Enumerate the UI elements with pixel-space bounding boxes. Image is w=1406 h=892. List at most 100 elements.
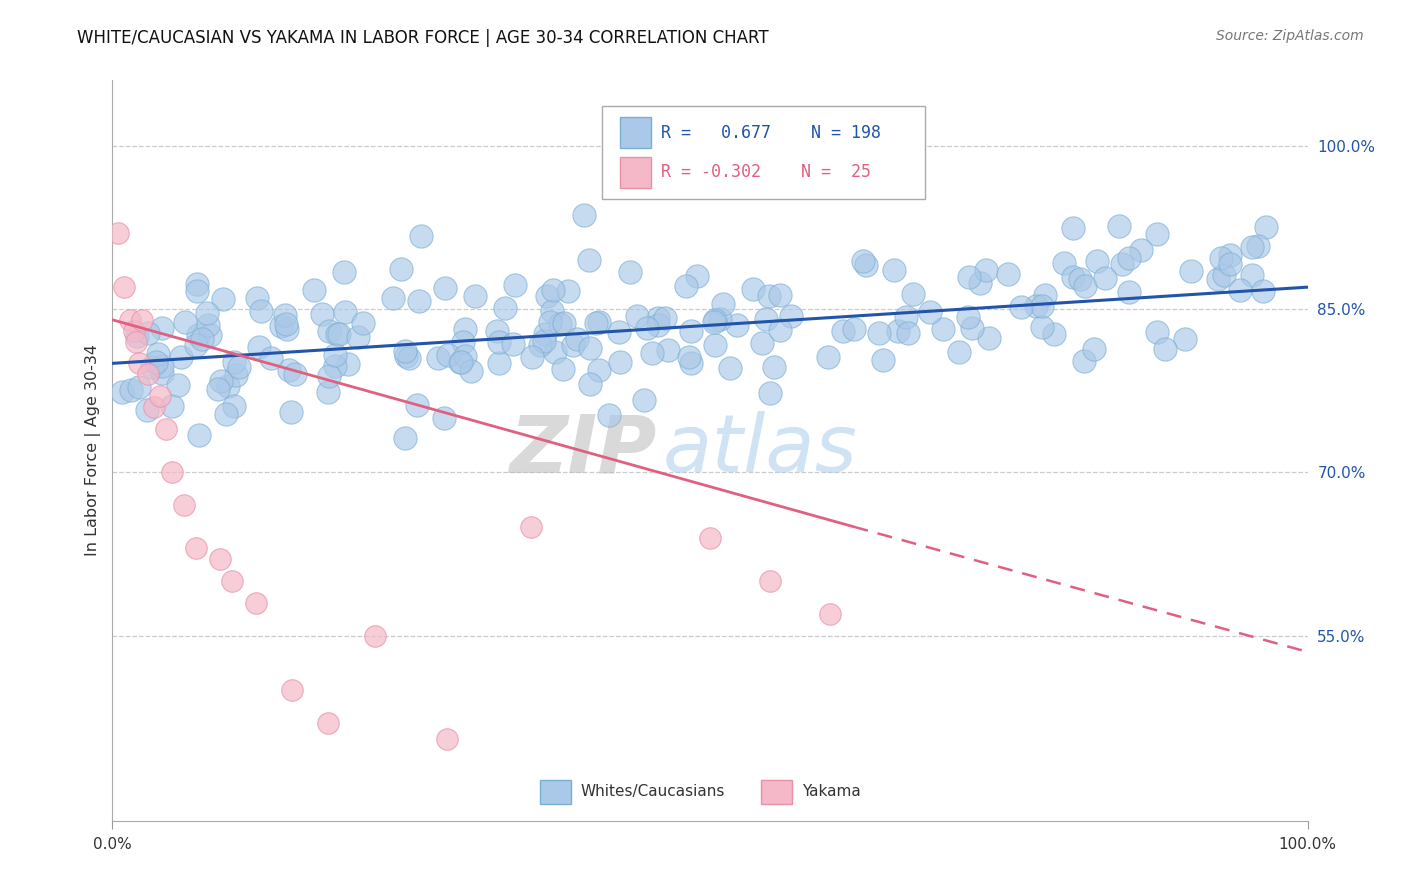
Point bbox=[209, 552, 232, 566]
Point bbox=[276, 317, 298, 331]
Point bbox=[948, 345, 970, 359]
Point bbox=[394, 343, 416, 358]
Point bbox=[333, 265, 356, 279]
Point bbox=[585, 316, 607, 330]
FancyBboxPatch shape bbox=[620, 118, 651, 148]
Point bbox=[316, 385, 339, 400]
Point bbox=[217, 379, 239, 393]
Point bbox=[1087, 254, 1109, 268]
Point bbox=[588, 315, 610, 329]
Point bbox=[565, 332, 588, 346]
Point bbox=[703, 316, 725, 330]
Point bbox=[598, 408, 620, 422]
Point bbox=[817, 350, 839, 364]
Text: R = -0.302    N =  25: R = -0.302 N = 25 bbox=[661, 163, 872, 181]
Point bbox=[1073, 354, 1095, 368]
Point bbox=[709, 311, 731, 326]
Point bbox=[450, 355, 472, 369]
Point bbox=[186, 277, 208, 292]
Point bbox=[280, 405, 302, 419]
Point bbox=[654, 310, 676, 325]
Point bbox=[276, 322, 298, 336]
Point bbox=[901, 287, 924, 301]
Point bbox=[488, 334, 510, 349]
Point bbox=[143, 400, 166, 414]
Point bbox=[932, 322, 955, 336]
Point bbox=[145, 354, 167, 368]
Point bbox=[224, 354, 246, 368]
Point bbox=[125, 334, 148, 349]
Point bbox=[685, 269, 707, 284]
Point bbox=[897, 326, 920, 341]
Text: atlas: atlas bbox=[662, 411, 858, 490]
Point bbox=[122, 324, 145, 338]
Point bbox=[150, 366, 173, 380]
Point bbox=[128, 356, 150, 370]
Point bbox=[1083, 342, 1105, 356]
Point bbox=[460, 364, 482, 378]
Point bbox=[1219, 247, 1241, 261]
Point bbox=[541, 284, 564, 298]
Point bbox=[1212, 268, 1234, 282]
Point bbox=[494, 301, 516, 315]
Point bbox=[1118, 285, 1140, 300]
Text: R =   0.677    N = 198: R = 0.677 N = 198 bbox=[661, 124, 882, 142]
Point bbox=[553, 316, 575, 330]
Point bbox=[969, 276, 991, 290]
Point bbox=[162, 465, 183, 479]
Point bbox=[647, 318, 669, 332]
Point bbox=[886, 325, 908, 339]
Point bbox=[1211, 251, 1233, 265]
Point bbox=[1154, 343, 1177, 357]
Point bbox=[520, 351, 543, 365]
Point bbox=[844, 322, 866, 336]
Point bbox=[389, 261, 412, 276]
Point bbox=[574, 209, 596, 223]
Point bbox=[433, 281, 456, 295]
Point bbox=[636, 321, 658, 335]
Point bbox=[453, 334, 475, 349]
Point bbox=[579, 341, 602, 355]
Point bbox=[198, 327, 221, 342]
Point bbox=[699, 531, 721, 545]
Point bbox=[326, 327, 349, 342]
Point bbox=[678, 350, 700, 364]
Point bbox=[311, 307, 333, 321]
Point bbox=[758, 288, 780, 302]
Point bbox=[1146, 227, 1168, 241]
Point bbox=[247, 340, 270, 354]
Point bbox=[759, 386, 782, 401]
Y-axis label: In Labor Force | Age 30-34: In Labor Force | Age 30-34 bbox=[86, 344, 101, 557]
Point bbox=[246, 291, 269, 305]
Point bbox=[633, 392, 655, 407]
Point bbox=[277, 363, 299, 377]
Point bbox=[1052, 255, 1074, 269]
Point bbox=[222, 399, 245, 413]
Point bbox=[533, 334, 555, 348]
Text: Whites/Caucasians: Whites/Caucasians bbox=[581, 784, 725, 799]
Point bbox=[433, 410, 456, 425]
Point bbox=[125, 329, 148, 343]
Point bbox=[454, 322, 477, 336]
Point bbox=[173, 498, 195, 512]
Point bbox=[197, 318, 219, 332]
Point bbox=[405, 398, 427, 412]
Point bbox=[502, 337, 524, 351]
Point bbox=[225, 368, 247, 382]
Point bbox=[754, 311, 776, 326]
Point bbox=[780, 310, 803, 324]
Point bbox=[195, 306, 218, 320]
Point bbox=[609, 355, 631, 369]
Point bbox=[318, 369, 340, 384]
Point bbox=[997, 267, 1019, 281]
Point bbox=[561, 338, 583, 352]
Point bbox=[111, 385, 134, 400]
Point bbox=[170, 350, 193, 364]
Point bbox=[641, 346, 664, 360]
Point bbox=[408, 293, 430, 308]
Point bbox=[1033, 288, 1056, 302]
Point bbox=[323, 359, 346, 373]
Point bbox=[1241, 268, 1264, 283]
Point bbox=[107, 226, 129, 240]
Point bbox=[1180, 263, 1202, 277]
